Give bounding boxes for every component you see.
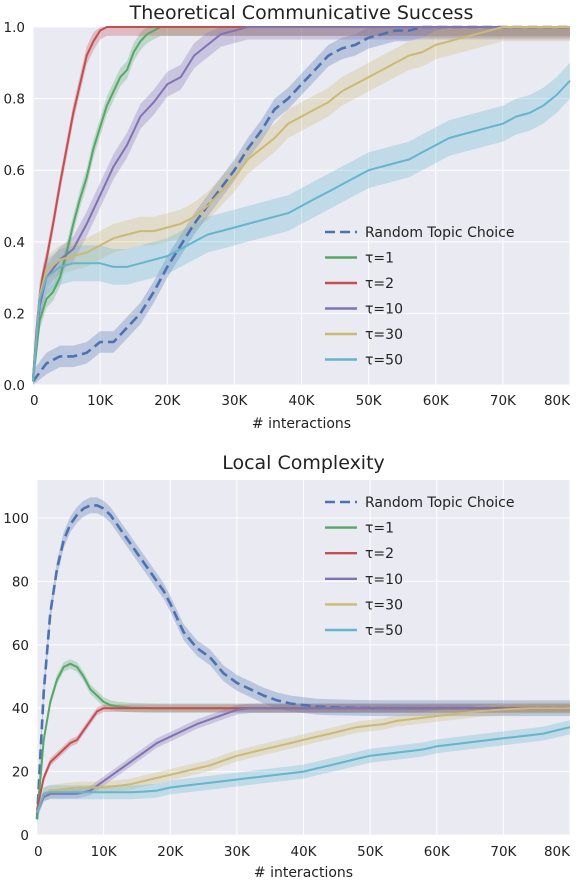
y-tick-label: 0.0	[4, 378, 25, 394]
x-tick-label: 60K	[424, 844, 451, 860]
y-tick-label: 40	[12, 701, 29, 717]
series-band	[37, 702, 570, 819]
legend-label: τ=1	[365, 251, 394, 267]
x-tick-label: 70K	[490, 393, 517, 409]
y-tick-label: 0.6	[4, 163, 25, 179]
series-band	[33, 62, 570, 386]
x-axis-label: # interactions	[252, 416, 351, 432]
x-tick-label: 20K	[157, 844, 184, 860]
y-tick-labels: 0.0 0.2 0.4 0.6 0.8 1.0	[4, 20, 25, 394]
x-tick-label: 50K	[356, 393, 383, 409]
y-tick-label: 0.2	[4, 306, 25, 322]
x-tick-label: 40K	[288, 393, 315, 409]
x-tick-label: 50K	[357, 844, 384, 860]
y-tick-label: 100	[3, 511, 29, 527]
x-tick-label: 30K	[221, 393, 248, 409]
x-tick-label: 30K	[224, 844, 251, 860]
series-band	[33, 27, 570, 385]
series-line	[36, 707, 570, 814]
confidence-bands	[37, 497, 570, 828]
chart-title: Local Complexity	[222, 452, 385, 474]
series-line	[36, 726, 571, 814]
legend: Random Topic Choice τ=1 τ=2 τ=10 τ=30 τ=50	[325, 225, 515, 369]
series-line	[36, 707, 570, 810]
y-tick-label: 20	[12, 765, 29, 781]
x-tick-label: 60K	[423, 393, 450, 409]
y-tick-label: 80	[12, 574, 29, 590]
x-tick-label: 20K	[154, 393, 181, 409]
confidence-bands	[33, 27, 570, 386]
legend-label: τ=50	[365, 623, 403, 639]
series-line	[32, 80, 571, 382]
x-tick-label: 40K	[290, 844, 317, 860]
x-tick-label: 80K	[544, 844, 571, 860]
chart-title: Theoretical Communicative Success	[129, 2, 474, 24]
series-band	[37, 720, 570, 820]
x-tick-label: 80K	[544, 393, 571, 409]
local-complexity-chart: 0 10K 20K 30K 40K 50K 60K 70K 80K 0 20 40 60 80 100 L…	[3, 452, 571, 880]
legend-label: τ=10	[365, 572, 403, 588]
y-tick-label: 0	[20, 828, 29, 844]
y-tick-label: 0.8	[4, 92, 25, 108]
series-line	[32, 26, 570, 382]
legend-label: τ=2	[365, 276, 394, 292]
x-tick-labels: 0 10K 20K 30K 40K 50K 60K 70K 80K	[34, 844, 571, 860]
legend-label: τ=30	[365, 597, 403, 613]
x-tick-label: 70K	[490, 844, 517, 860]
legend-label: τ=2	[365, 546, 394, 562]
y-tick-label: 60	[12, 638, 29, 654]
x-tick-labels: 0 10K 20K 30K 40K 50K 60K 70K 80K	[30, 393, 571, 409]
series-lines	[31, 25, 571, 383]
communicative-success-chart: 0 10K 20K 30K 40K 50K 60K 70K 80K 0.00.20.40.60.…	[4, 2, 572, 432]
series-lines	[35, 504, 571, 820]
legend-label: τ=30	[365, 327, 403, 343]
series-line	[32, 26, 570, 378]
x-tick-label: 10K	[91, 844, 118, 860]
x-tick-label: 0	[34, 844, 43, 860]
legend-label: τ=10	[365, 302, 403, 318]
series-band	[33, 27, 570, 385]
y-tick-label: 1.0	[4, 20, 25, 36]
legend-label: Random Topic Choice	[365, 225, 515, 241]
series-line	[31, 25, 570, 383]
series-line	[35, 504, 570, 820]
x-axis-label: # interactions	[254, 865, 353, 880]
series-band	[37, 703, 570, 818]
x-tick-label: 0	[30, 393, 39, 409]
series-line	[36, 707, 570, 814]
legend-label: τ=50	[365, 353, 403, 369]
legend-label: Random Topic Choice	[365, 495, 515, 511]
y-tick-label: 0.4	[4, 235, 25, 251]
x-tick-label: 10K	[87, 393, 114, 409]
legend: Random Topic Choice τ=1 τ=2 τ=10 τ=30 τ=50	[325, 495, 515, 639]
legend-label: τ=1	[365, 521, 394, 537]
y-tick-labels: 0 20 40 60 80 100	[3, 511, 29, 844]
